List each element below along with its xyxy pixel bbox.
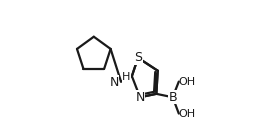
Text: N: N — [135, 91, 145, 104]
Text: B: B — [168, 91, 177, 104]
Text: OH: OH — [179, 77, 196, 87]
Text: OH: OH — [179, 109, 196, 119]
Text: S: S — [134, 51, 142, 64]
Text: N: N — [110, 76, 119, 89]
Text: H: H — [122, 72, 131, 82]
